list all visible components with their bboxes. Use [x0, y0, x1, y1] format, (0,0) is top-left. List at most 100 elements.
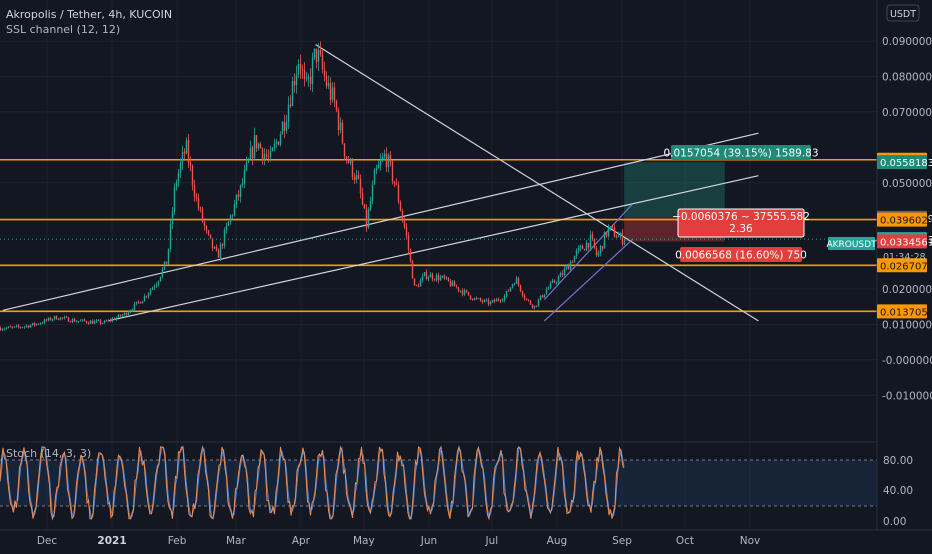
candle-body	[225, 225, 228, 230]
candle-body	[261, 148, 264, 160]
countdown-label: 01:34:28	[883, 252, 926, 263]
candle-body	[251, 147, 254, 159]
candle-body	[437, 275, 440, 281]
candle-body	[469, 295, 472, 299]
candle-body	[561, 273, 564, 275]
stoch-label[interactable]: Stoch (14, 3, 3)	[6, 447, 91, 460]
candle-body	[293, 81, 296, 86]
candle-body	[313, 48, 316, 58]
candle-body	[345, 156, 348, 160]
candle-body	[83, 319, 86, 322]
candle-body	[35, 323, 38, 326]
candle-body	[539, 295, 542, 300]
x-tick-label: Oct	[676, 535, 694, 547]
candle-body	[481, 300, 484, 302]
candle-body	[553, 280, 556, 283]
price-label: 0.0267072	[880, 261, 932, 272]
candle-body	[417, 285, 420, 287]
candle-body	[575, 250, 578, 256]
candle-body	[129, 310, 132, 313]
candle-body	[125, 312, 128, 315]
candle-body	[59, 317, 62, 320]
candle-body	[163, 261, 166, 269]
candle-body	[203, 221, 206, 227]
trendline[interactable]	[2, 132, 759, 311]
candle-body	[229, 215, 232, 222]
candle-body	[65, 317, 68, 318]
candle-body	[325, 76, 328, 87]
candle-body	[355, 174, 358, 181]
candle-body	[63, 317, 66, 319]
candle-body	[271, 148, 274, 152]
candle-body	[493, 299, 496, 302]
candle-body	[255, 135, 258, 149]
candle-body	[303, 70, 306, 79]
price-label-box	[877, 258, 927, 273]
candle-body	[29, 325, 32, 328]
candle-body	[323, 69, 326, 77]
candle-body	[537, 299, 540, 306]
candle-body	[25, 325, 28, 327]
candle-body	[87, 322, 90, 324]
candle-body	[337, 110, 340, 131]
trendline[interactable]	[543, 238, 633, 322]
candle-body	[259, 143, 262, 149]
candle-body	[515, 278, 518, 284]
candle-body	[279, 134, 282, 145]
candle-body	[485, 299, 488, 301]
candle-body	[591, 234, 594, 239]
candle-body	[547, 287, 550, 290]
candle-body	[467, 291, 470, 296]
candle-body	[491, 299, 494, 302]
trendline[interactable]	[315, 44, 759, 322]
candle-body	[197, 198, 200, 209]
candle-body	[37, 323, 40, 325]
chart-title[interactable]: Akropolis / Tether, 4h, KUCOIN	[6, 8, 172, 21]
candle-body	[195, 196, 198, 199]
trendline[interactable]	[543, 203, 633, 301]
candle-body	[149, 289, 152, 294]
candle-body	[567, 265, 570, 270]
candle-body	[317, 49, 320, 62]
candle-body	[289, 104, 292, 107]
x-tick-label: Mar	[226, 535, 246, 547]
candle-body	[311, 57, 314, 84]
candle-body	[613, 227, 616, 238]
candle-body	[55, 316, 58, 320]
candle-body	[57, 319, 60, 321]
candle-body	[545, 289, 548, 295]
candle-body	[141, 301, 144, 304]
candle-body	[619, 232, 622, 236]
candle-body	[359, 178, 362, 194]
candle-body	[443, 275, 446, 279]
candle-body	[331, 87, 334, 100]
indicator-label[interactable]: SSL channel (12, 12)	[6, 23, 120, 36]
candle-body	[519, 284, 522, 292]
candle-body	[127, 312, 130, 315]
currency-button[interactable]	[886, 4, 920, 22]
trendline[interactable]	[107, 175, 759, 322]
candle-body	[465, 290, 468, 292]
candle-body	[143, 295, 146, 302]
candle-body	[247, 158, 250, 163]
candle-body	[319, 49, 322, 55]
candle-body	[1, 329, 4, 331]
candle-body	[557, 276, 560, 283]
candle-body	[111, 318, 114, 321]
stop-label: 0.0066568 (16.60%) 750	[675, 250, 807, 262]
candle-body	[415, 285, 418, 286]
symbol-tag[interactable]	[828, 237, 875, 250]
candle-body	[17, 325, 20, 327]
candle-body	[459, 290, 462, 292]
candle-body	[215, 246, 218, 251]
candle-body	[85, 321, 88, 323]
candle-body	[335, 101, 338, 111]
candle-body	[403, 219, 406, 228]
x-tick-label: Nov	[740, 535, 761, 547]
candle-body	[269, 151, 272, 158]
candle-body	[157, 281, 160, 285]
x-tick-label: Jun	[420, 535, 437, 547]
